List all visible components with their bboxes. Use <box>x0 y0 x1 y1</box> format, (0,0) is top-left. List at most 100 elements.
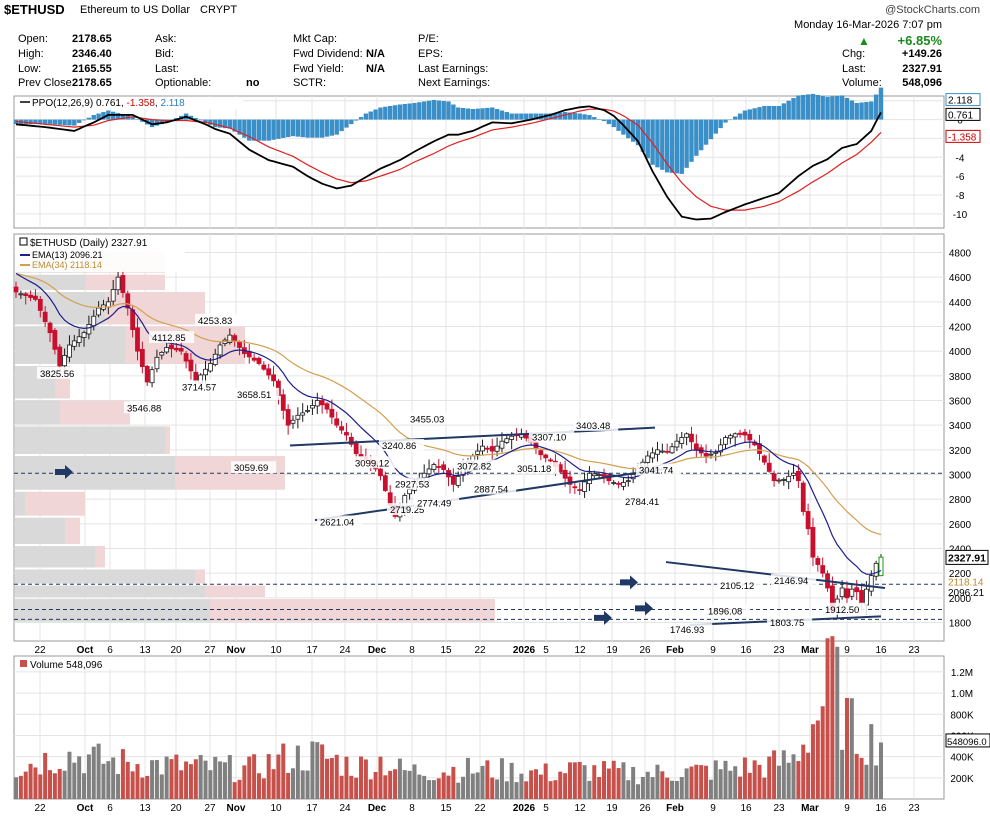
volume-bar <box>674 780 679 799</box>
ppo-histogram-bar <box>645 119 650 159</box>
price-annotation: 3051.18 <box>517 464 551 475</box>
volume-bar <box>427 780 432 799</box>
candle-down <box>538 450 544 456</box>
ppo-legend-value: 2.118 <box>160 98 185 109</box>
volume-bar <box>359 756 364 799</box>
candle-up <box>426 468 432 475</box>
candle-up <box>314 400 320 407</box>
ppo-histogram-bar <box>154 119 160 126</box>
volume-tick-label: 1.0M <box>951 689 973 700</box>
volume-legend-swatch <box>20 660 27 667</box>
candle-up <box>480 445 485 452</box>
ppo-histogram-bar <box>694 119 699 156</box>
candle-up <box>164 347 170 353</box>
volume-by-price-up <box>15 546 95 568</box>
candle-up <box>149 369 155 384</box>
ppo-histogram-bar <box>72 119 77 126</box>
x-axis-label: 12 <box>574 803 586 814</box>
x-axis-label: 8 <box>409 803 415 814</box>
x-axis-label: Dec <box>368 803 387 814</box>
ppo-histogram-bar <box>324 119 330 137</box>
price-annotation-bg <box>149 331 195 344</box>
ppo-histogram-bar <box>601 119 607 122</box>
ppo-histogram-bar <box>402 103 407 120</box>
ppo-histogram-bar <box>353 119 359 121</box>
ppo-histogram-bar <box>713 119 718 134</box>
ppo-histogram-bar <box>708 119 714 140</box>
candle-down <box>339 426 344 431</box>
volume-bar <box>738 776 743 799</box>
stat-label: Prev Close: <box>18 77 75 89</box>
ppo-histogram-bar <box>873 94 879 120</box>
volume-bar <box>665 777 670 799</box>
volume-bar <box>762 777 767 799</box>
ppo-histogram-bar <box>412 102 417 120</box>
candle-down <box>261 364 267 370</box>
x-axis-label: 17 <box>306 803 318 814</box>
volume-bar <box>849 698 854 799</box>
candle-down <box>353 443 359 454</box>
volume-bar <box>77 756 82 799</box>
x-axis-label: 9 <box>844 645 850 656</box>
ppo-histogram-bar <box>524 113 529 120</box>
x-axis-label: 16 <box>740 803 752 814</box>
ppo-histogram-bar <box>635 119 641 146</box>
price-annotation-bg <box>717 578 763 591</box>
volume-bar <box>840 749 845 799</box>
candle-down <box>382 475 388 491</box>
volume-bar <box>397 758 402 799</box>
stat-value: 2327.91 <box>902 63 942 75</box>
ppo-histogram-bar <box>28 119 33 125</box>
ppo-histogram-bar <box>553 113 558 120</box>
candle-up <box>786 475 792 483</box>
volume-bar <box>179 770 184 799</box>
volume-bar <box>300 770 305 799</box>
candle-up <box>732 433 738 438</box>
volume-bar <box>835 646 840 799</box>
candle-up <box>295 414 301 420</box>
x-axis-label: Feb <box>666 803 684 814</box>
candle-down <box>33 295 38 300</box>
candle-down <box>130 309 136 330</box>
candle-down <box>572 486 578 489</box>
volume-bar <box>752 760 757 799</box>
price-annotation-bg <box>454 459 500 472</box>
price-annotation-bg <box>414 496 460 509</box>
volume-bar <box>91 746 96 799</box>
volume-bar <box>252 754 257 799</box>
price-annotation: 2621.04 <box>320 517 354 528</box>
volume-bar <box>757 764 762 799</box>
ppo-histogram-bar <box>198 119 203 121</box>
volume-bar <box>587 780 592 799</box>
candle-up <box>76 336 82 343</box>
price-annotation-bg <box>514 462 560 475</box>
volume-bar <box>660 771 665 799</box>
ppo-histogram-bar <box>728 119 733 121</box>
volume-bar <box>266 754 271 799</box>
price-annotation: 2927.53 <box>395 480 429 491</box>
volume-by-price-down <box>195 569 205 584</box>
volume-bar <box>169 759 174 799</box>
x-axis-label: 16 <box>740 645 752 656</box>
ppo-tick-label: 0 <box>957 116 963 127</box>
ppo-histogram-bar <box>698 119 704 151</box>
price-tick-label: 1800 <box>949 619 972 630</box>
price-annotation-bg <box>822 602 868 615</box>
x-axis-label: 6 <box>107 803 113 814</box>
volume-bar <box>684 768 689 799</box>
candle-down <box>664 450 670 453</box>
price-tick-label: 2800 <box>949 495 972 506</box>
volume-bar <box>436 778 441 799</box>
price-tick-label: 4000 <box>949 347 972 358</box>
candle-down <box>543 454 549 459</box>
volume-bar <box>465 757 470 799</box>
volume-by-price-down <box>25 491 85 516</box>
ppo-histogram-bar <box>135 119 140 120</box>
volume-bar <box>577 761 582 799</box>
candle-up <box>62 355 67 367</box>
price-annotation: 4112.85 <box>152 333 186 344</box>
ppo-histogram-bar <box>446 101 451 120</box>
volume-bar <box>636 784 641 799</box>
volume-bar <box>786 762 791 799</box>
ppo-histogram-bar <box>130 116 135 120</box>
